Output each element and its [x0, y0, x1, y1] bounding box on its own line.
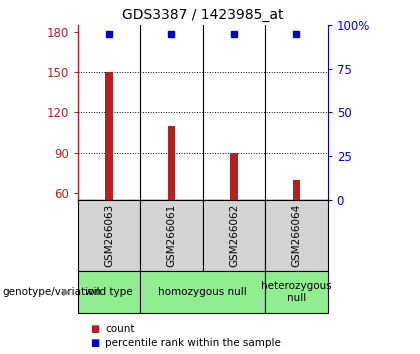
Text: GSM266064: GSM266064	[291, 204, 302, 267]
Text: genotype/variation: genotype/variation	[2, 287, 101, 297]
Text: wild type: wild type	[85, 287, 133, 297]
Bar	[265, 271, 328, 313]
Text: GSM266061: GSM266061	[166, 204, 176, 267]
Bar	[78, 271, 140, 313]
Bar	[140, 200, 203, 271]
Text: GSM266063: GSM266063	[104, 204, 114, 267]
Bar	[203, 200, 265, 271]
Bar	[265, 200, 328, 271]
Bar	[140, 271, 265, 313]
Title: GDS3387 / 1423985_at: GDS3387 / 1423985_at	[122, 8, 284, 22]
Bar	[105, 72, 113, 200]
Text: ■: ■	[90, 338, 100, 348]
Bar	[293, 180, 300, 200]
Bar	[168, 126, 175, 200]
Text: GSM266062: GSM266062	[229, 204, 239, 267]
Text: percentile rank within the sample: percentile rank within the sample	[105, 338, 281, 348]
Text: count: count	[105, 324, 134, 334]
Text: ■: ■	[90, 324, 100, 334]
Text: ▶: ▶	[63, 287, 71, 297]
Bar	[78, 200, 140, 271]
Bar	[230, 153, 238, 200]
Text: heterozygous
null: heterozygous null	[261, 281, 332, 303]
Text: homozygous null: homozygous null	[158, 287, 247, 297]
